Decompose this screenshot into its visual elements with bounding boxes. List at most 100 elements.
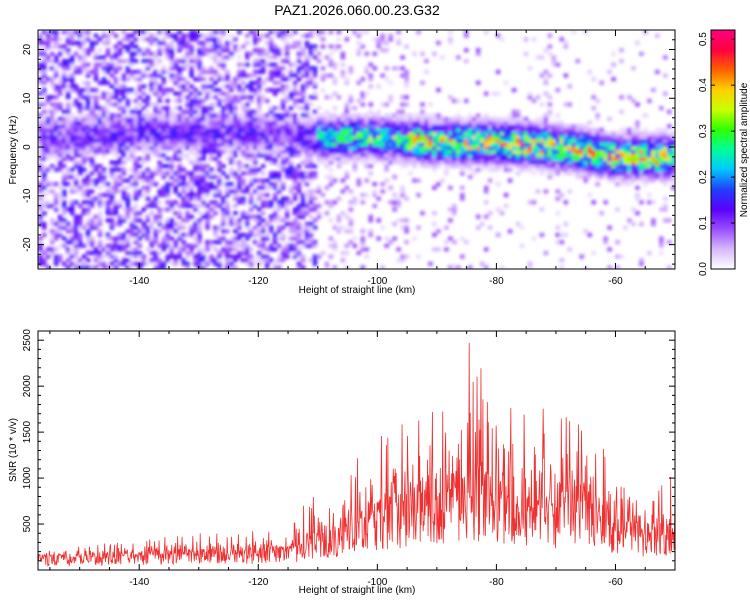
heatmap-cell-1874 — [217, 145, 222, 151]
heatmap-cell-4305 — [587, 156, 592, 161]
heatmap-cell-2328 — [260, 153, 266, 158]
heatmap-cell-590 — [93, 120, 99, 125]
heatmap-cell-2915 — [320, 145, 326, 151]
heatmap-cell-382 — [73, 149, 79, 154]
heatmap-cell-979 — [133, 232, 139, 238]
heatmap-cell-3916 — [503, 124, 509, 129]
heatmap-cell-2659 — [292, 113, 298, 118]
heatmap-cell-761 — [109, 62, 115, 67]
heatmap-cell-3563 — [432, 167, 437, 172]
heatmap-cell-3951 — [511, 116, 517, 122]
heatmap-cell-1935 — [221, 44, 226, 49]
heatmap-cell-1369 — [169, 113, 174, 118]
heatmap-cell-1212 — [153, 55, 159, 60]
heatmap-cell-2977 — [328, 120, 334, 125]
heatmap-cell-4654 — [663, 167, 668, 172]
heatmap-cell-547 — [89, 160, 95, 165]
heatmap-cell-2376 — [264, 98, 270, 104]
heatmap-cell-1479 — [181, 178, 186, 183]
heatmap-cell-417 — [77, 160, 83, 165]
heatmap-cell-4162 — [555, 145, 561, 151]
heatmap-cell-4620 — [655, 135, 660, 140]
heatmap-cell-2818 — [308, 174, 314, 180]
heatmap-cell-3136 — [352, 106, 358, 111]
heatmap-cell-484 — [85, 265, 91, 269]
heatmap-cell-3320 — [384, 113, 389, 118]
heatmap-cell-3203 — [364, 127, 370, 132]
heatmap-cell-1294 — [161, 48, 166, 53]
heatmap-cell-716 — [105, 69, 111, 75]
heatmap-cell-2422 — [268, 40, 274, 46]
heatmap-cell-807 — [113, 51, 119, 56]
heatmap-cell-1599 — [193, 221, 198, 227]
heatmap-cell-1365 — [169, 127, 174, 132]
heatmap-cell-3505 — [420, 163, 425, 169]
heatmap-cell-1490 — [181, 120, 186, 125]
heatmap-cell-4078 — [539, 124, 545, 129]
heatmap-cell-4337 — [595, 167, 600, 172]
heatmap-cell-3343 — [388, 98, 393, 104]
heatmap-cell-1050 — [137, 77, 143, 82]
heatmap-cell-3579 — [432, 51, 437, 56]
heatmap-cell-1116 — [145, 135, 151, 140]
heatmap-cell-3947 — [511, 131, 517, 136]
heatmap-cell-915 — [125, 135, 131, 140]
heatmap-cell-623 — [97, 185, 103, 190]
heatmap-cell-3232 — [368, 109, 374, 114]
heatmap-cell-1967 — [225, 120, 230, 125]
heatmap-cell-2733 — [300, 160, 306, 165]
heatmap-cell-993 — [133, 171, 139, 176]
heatmap-cell-1588 — [189, 37, 194, 42]
heatmap-cell-2176 — [245, 102, 250, 107]
heatmap-cell-1258 — [157, 44, 163, 49]
heatmap-cell-408 — [77, 221, 83, 227]
heatmap-cell-4614 — [655, 156, 660, 161]
heatmap-cell-2584 — [284, 77, 290, 82]
heatmap-cell-1769 — [205, 69, 210, 75]
heatmap-cell-1218 — [157, 261, 163, 266]
heatmap-cell-3635 — [448, 236, 453, 241]
heatmap-cell-4025 — [527, 91, 533, 96]
heatmap-cell-2500 — [276, 80, 282, 85]
heatmap-cell-1876 — [217, 138, 222, 143]
heatmap-cell-4352 — [599, 211, 604, 216]
heatmap-cell-4278 — [579, 124, 585, 129]
heatmap-cell-633 — [97, 131, 103, 136]
heatmap-cell-788 — [113, 142, 119, 147]
heatmap-cell-634 — [97, 127, 103, 132]
heatmap-cell-2949 — [324, 120, 330, 125]
heatmap-cell-3350 — [392, 207, 397, 212]
heatmap-cell-3137 — [352, 30, 358, 35]
heatmap-cell-2513 — [280, 232, 286, 238]
snr-xtick-label: -140 — [129, 577, 149, 588]
heatmap-cell-3903 — [503, 192, 509, 198]
heatmap-cell-2081 — [237, 167, 242, 172]
heatmap-cell-2854 — [312, 207, 318, 212]
heatmap-cell-1054 — [137, 48, 143, 53]
heatmap-cell-1358 — [169, 160, 174, 165]
heatmap-cell-824 — [117, 178, 123, 183]
heatmap-cell-3169 — [360, 160, 366, 165]
heatmap-cell-3533 — [424, 131, 429, 136]
heatmap-cell-3283 — [380, 182, 385, 187]
heatmap-cell-2923 — [320, 116, 326, 122]
heatmap-cell-1376 — [169, 58, 174, 64]
heatmap-cell-1418 — [173, 37, 178, 42]
heatmap-cell-4687 — [667, 109, 672, 114]
heatmap-cell-3499 — [416, 124, 421, 129]
heatmap-cell-734 — [109, 207, 115, 212]
heatmap-cell-380 — [73, 160, 79, 165]
heatmap-cell-1910 — [221, 182, 226, 187]
heatmap-cell-3502 — [416, 113, 421, 118]
heatmap-cell-1960 — [225, 145, 230, 151]
heatmap-cell-2795 — [304, 69, 310, 75]
heatmap-cell-1123 — [145, 109, 151, 114]
heatmap-cell-2433 — [272, 211, 278, 216]
heatmap-cell-3727 — [463, 127, 469, 132]
heatmap-cell-3070 — [344, 171, 350, 176]
heatmap-cell-3468 — [412, 178, 417, 183]
heatmap-cell-3936 — [507, 116, 513, 122]
heatmap-cell-1941 — [225, 254, 230, 259]
heatmap-cell-2527 — [280, 145, 286, 151]
heatmap-cell-3441 — [404, 120, 409, 125]
